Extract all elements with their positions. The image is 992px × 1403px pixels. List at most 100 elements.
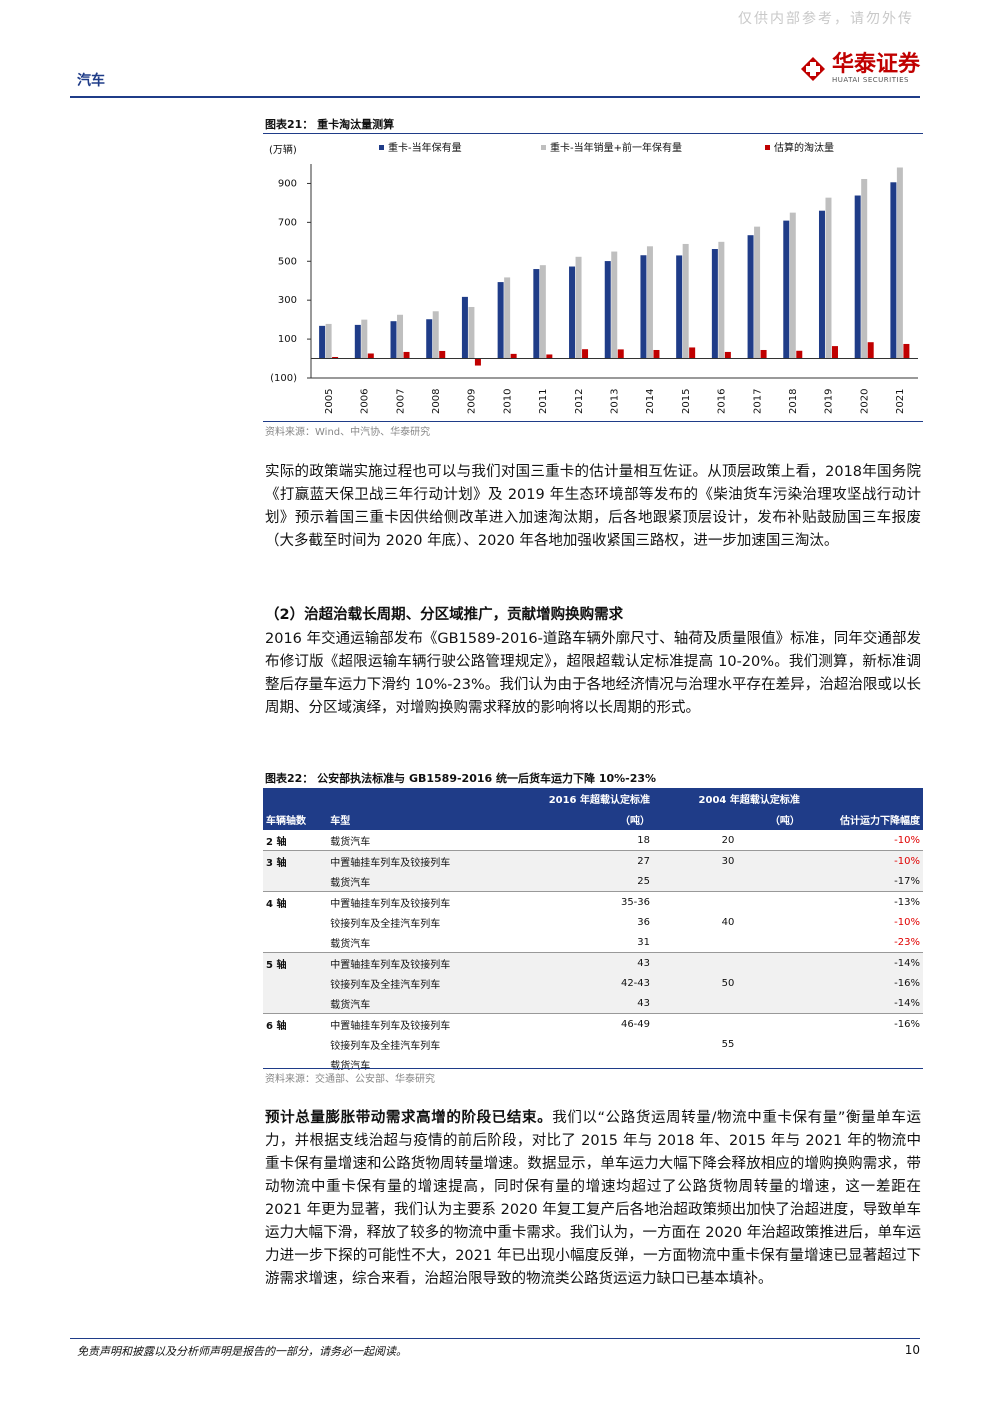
table-row: 载货汽车 31 -23%: [263, 932, 923, 953]
header-std2016: 2016 年超载认定标准: [548, 795, 651, 806]
header-std2004-unit: （吨）: [769, 816, 800, 827]
logo: 华泰证券 HUATAI SECURITIES: [800, 54, 920, 84]
bar: [546, 354, 553, 359]
cell-model: 中置轴挂车列车及铰接列车: [327, 952, 504, 973]
cell-decline: -10%: [802, 850, 923, 871]
section-label: 汽车: [77, 73, 105, 89]
bar: [890, 182, 897, 359]
y-tick-label: 700: [278, 217, 297, 228]
cell-std2016: 43: [503, 952, 654, 973]
bar: [397, 314, 404, 359]
table-header-row-1: 2016 年超载认定标准 2004 年超载认定标准: [263, 788, 923, 809]
table-row: 载货汽车 43 -14%: [263, 993, 923, 1014]
cell-decline: -14%: [802, 952, 923, 973]
cell-axles: 6 轴: [263, 1013, 328, 1034]
table-row: 载货汽车: [263, 1054, 923, 1074]
footer-disclaimer: 免责声明和披露以及分析师声明是报告的一部分，请务必一起阅读。: [77, 1345, 407, 1358]
x-tick-label: 2005: [324, 389, 335, 414]
bar: [640, 255, 647, 359]
cell-std2016: 36: [637, 916, 651, 928]
table-row: 铰接列车及全挂汽车列车 55: [263, 1034, 923, 1054]
cell-model: 铰接列车及全挂汽车列车: [330, 1040, 441, 1052]
bar: [682, 243, 689, 359]
cell-axles: 5 轴: [263, 952, 328, 973]
figure21-chart: 重卡-当年保有量 重卡-当年销量+前一年保有量 估算的淘汰量 (万辆) (100) 1…: [269, 141, 918, 414]
cell-model: 载货汽车: [330, 1060, 371, 1072]
x-tick-label: 2007: [395, 389, 406, 414]
cell-std2004: [653, 932, 803, 953]
cell-std2016: 27: [503, 850, 654, 871]
cell-model: 铰接列车及全挂汽车列车: [330, 918, 441, 930]
bar: [504, 277, 511, 359]
cell-decline: -23%: [894, 936, 920, 948]
y-tick-label: 500: [278, 256, 297, 267]
legend-label: 重卡-当年保有量: [388, 141, 462, 154]
legend-swatch: [379, 145, 384, 150]
bar: [854, 195, 861, 359]
cell-std2016: 42-43: [620, 977, 651, 989]
bar: [354, 324, 361, 359]
bar: [569, 266, 576, 359]
cell-std2016: 46-49: [503, 1013, 654, 1034]
chart-y-axis: (100) 100 300 500 700 900: [270, 164, 312, 384]
paragraph-policy: 实际的政策端实施过程也可以与我们对国三重卡的估计量相互佐证。从顶层政策上看，20…: [265, 464, 921, 549]
bar: [439, 350, 446, 359]
header-axles: 车辆轴数: [266, 816, 306, 827]
bar: [319, 325, 326, 359]
cell-std2004: [653, 993, 803, 1014]
bar: [653, 349, 660, 359]
paragraph-standard: 2016 年交通运输部发布《GB1589-2016-道路车辆外廓尺寸、轴荷及质量…: [265, 631, 921, 716]
bar: [432, 311, 439, 359]
bar: [867, 342, 874, 359]
cell-std2016: 31: [637, 936, 651, 948]
x-tick-label: 2017: [752, 389, 763, 414]
bar: [760, 349, 767, 359]
bar: [711, 249, 718, 359]
legend-swatch: [765, 145, 770, 150]
bar: [426, 319, 433, 359]
y-tick-label: 300: [278, 295, 297, 306]
bar: [689, 347, 696, 359]
cell-decline: -10%: [894, 916, 920, 928]
cell-axles: [263, 993, 327, 1014]
legend-swatch: [541, 145, 546, 150]
figure22-bottom-rule: [263, 1068, 923, 1069]
cell-std2004: [653, 891, 803, 912]
cell-std2016: 43: [637, 997, 651, 1009]
table-row: 5 轴中置轴挂车列车及铰接列车 43 -14%: [263, 952, 923, 973]
table-row: 2 轴 载货汽车 18 20 -10%: [263, 830, 923, 851]
cell-axles: [263, 912, 327, 932]
cell-axles: [263, 1034, 327, 1054]
cell-decline: -10%: [894, 834, 920, 846]
chart-legend: 重卡-当年保有量 重卡-当年销量+前一年保有量 估算的淘汰量: [379, 141, 834, 154]
x-tick-label: 2009: [467, 389, 478, 414]
table-row: 铰接列车及全挂汽车列车 42-43 50 -16%: [263, 973, 923, 993]
bar: [611, 251, 618, 359]
legend-label: 估算的淘汰量: [774, 141, 834, 154]
cell-model: 载货汽车: [330, 999, 371, 1011]
bar: [831, 346, 838, 359]
bar: [818, 210, 825, 359]
cell-std2016: 18: [637, 834, 651, 846]
cell-decline: -17%: [894, 875, 920, 887]
bar: [468, 306, 475, 359]
bar: [861, 178, 868, 359]
figure22-source: 资料来源：交通部、公安部、华泰研究: [265, 1074, 435, 1085]
bar: [747, 235, 754, 359]
x-tick-label: 2011: [538, 389, 549, 414]
cell-axles: [263, 871, 327, 892]
cell-axles: [263, 973, 327, 993]
cell-axles: [263, 932, 327, 953]
cell-std2004: 55: [721, 1038, 735, 1050]
cell-std2004: 20: [721, 834, 735, 846]
bar: [796, 350, 803, 359]
cell-std2004: [653, 952, 803, 973]
bar: [754, 226, 761, 359]
figure22-table: 2016 年超载认定标准 2004 年超载认定标准 车辆轴数 车型 （吨） （吨…: [263, 788, 923, 1074]
cell-std2016: [503, 1054, 653, 1074]
table-body: 2 轴载货汽车 18 20 -10% 3 轴中置轴挂车列车及铰接列车 27 30 -10% 载货…: [263, 830, 923, 1074]
cell-model: 铰接列车及全挂汽车列车: [330, 979, 441, 991]
bar: [361, 319, 368, 359]
cell-model: 载货汽车: [330, 836, 371, 848]
bar: [903, 343, 910, 359]
